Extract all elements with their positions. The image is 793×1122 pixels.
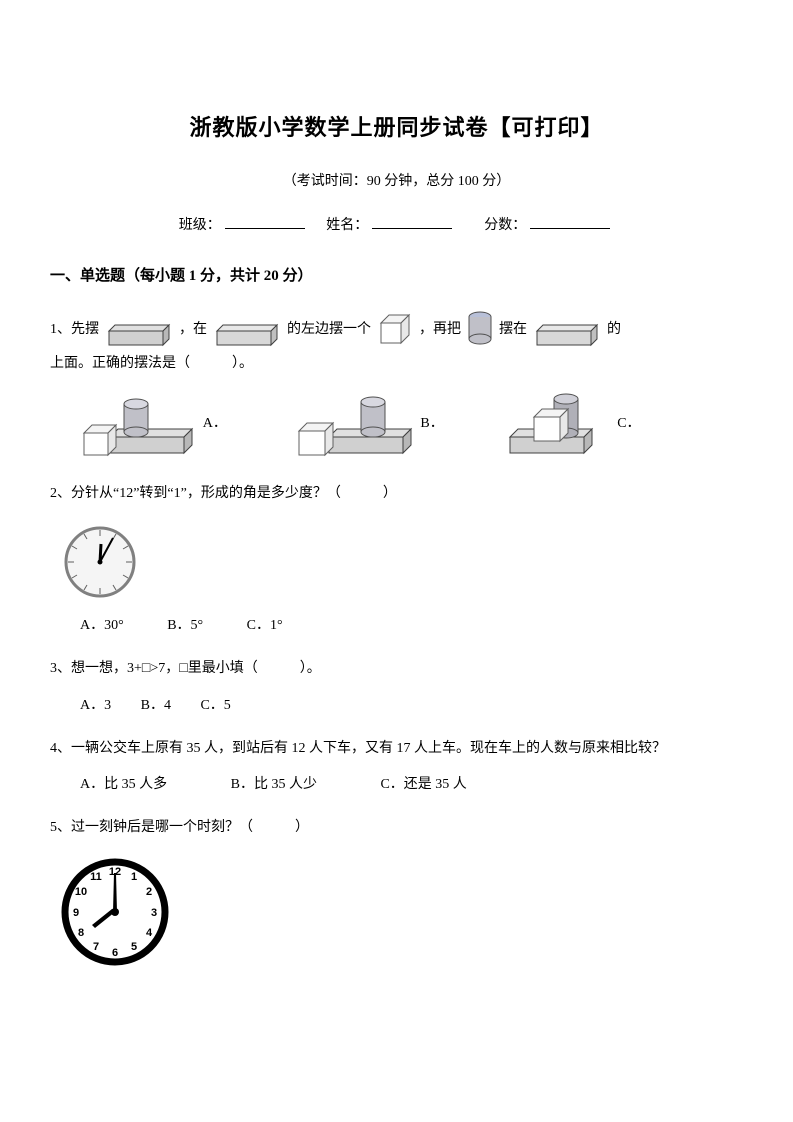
q1-t6: 的 [607,313,621,347]
q1-choice-C: C． [504,389,641,459]
exam-page: 浙教版小学数学上册同步试卷【可打印】 （考试时间：90 分钟，总分 100 分）… [0,0,793,1122]
name-label: 姓名： [326,218,368,233]
q1-t3: 的左边摆一个 [287,313,371,347]
section-heading: 一、单选题（每小题 1 分，共计 20 分） [50,264,743,285]
svg-text:3: 3 [151,907,157,919]
q1-cuboid-3 [531,319,603,347]
svg-text:8: 8 [78,927,84,939]
question-1: 1、先摆 ，在 的左边摆一个 ，再把 摆在 的 上面。正确的摆法是（ ）。 [50,309,743,381]
q1-cuboid-2 [211,319,283,347]
q4-C: C．还是 35 人 [380,777,466,792]
svg-text:5: 5 [131,941,137,953]
q1-cuboid-1 [103,319,175,347]
page-title: 浙教版小学数学上册同步试卷【可打印】 [50,110,743,142]
svg-text:11: 11 [90,871,102,883]
q1-choice-A: A． [80,389,227,459]
q3-A: A．3 [80,698,111,713]
q1-B-label: B． [420,416,443,431]
q1-t5: 摆在 [499,313,527,347]
svg-text:10: 10 [75,886,87,898]
q1-figB [287,389,417,459]
q1-t2: ，在 [179,313,207,347]
q1-C-label: C． [617,416,640,431]
svg-text:4: 4 [146,927,153,939]
q1-cylinder [465,309,495,347]
name-blank[interactable] [372,215,452,229]
q1-cube [375,309,415,347]
q1-figA [80,389,200,459]
q5-clock: 1212 345 678 91011 [50,857,743,967]
q4-A: A．比 35 人多 [80,777,167,792]
q1-t4: ，再把 [419,313,461,347]
q2-C: C．1° [247,618,283,633]
q1-figC [504,389,614,459]
q4-B: B．比 35 人少 [231,777,317,792]
class-blank[interactable] [225,215,305,229]
q2-clock [50,522,743,602]
svg-text:9: 9 [73,907,79,919]
q1-t1: 1、先摆 [50,313,99,347]
q1-choices: A． B． [50,389,743,459]
q2-A: A．30° [80,618,124,633]
question-5: 5、过一刻钟后是哪一个时刻？（ ） [50,811,743,845]
q2-choices: A．30° B．5° C．1° [50,614,743,634]
svg-text:7: 7 [93,941,99,953]
question-4: 4、一辆公交车上原有 35 人，到站后有 12 人下车，又有 17 人上车。现在… [50,732,743,766]
q2-B: B．5° [167,618,203,633]
q3-C: C．5 [200,698,230,713]
q1-t7: 上面。正确的摆法是（ ）。 [50,347,743,381]
class-label: 班级： [179,218,221,233]
question-3: 3、想一想，3+□>7，□里最小填（ ）。 [50,652,743,686]
page-subtitle: （考试时间：90 分钟，总分 100 分） [50,170,743,190]
svg-text:2: 2 [146,886,152,898]
q1-A-label: A． [203,416,227,431]
svg-text:6: 6 [112,947,118,959]
q4-choices: A．比 35 人多 B．比 35 人少 C．还是 35 人 [50,773,743,793]
q3-choices: A．3 B．4 C．5 [50,694,743,714]
svg-text:1: 1 [131,871,137,883]
q1-choice-B: B． [287,389,444,459]
score-label: 分数： [484,218,526,233]
info-line: 班级： 姓名： 分数： [50,214,743,234]
score-blank[interactable] [530,215,610,229]
q3-B: B．4 [141,698,171,713]
question-2: 2、分针从“12”转到“1”，形成的角是多少度？（ ） [50,477,743,511]
